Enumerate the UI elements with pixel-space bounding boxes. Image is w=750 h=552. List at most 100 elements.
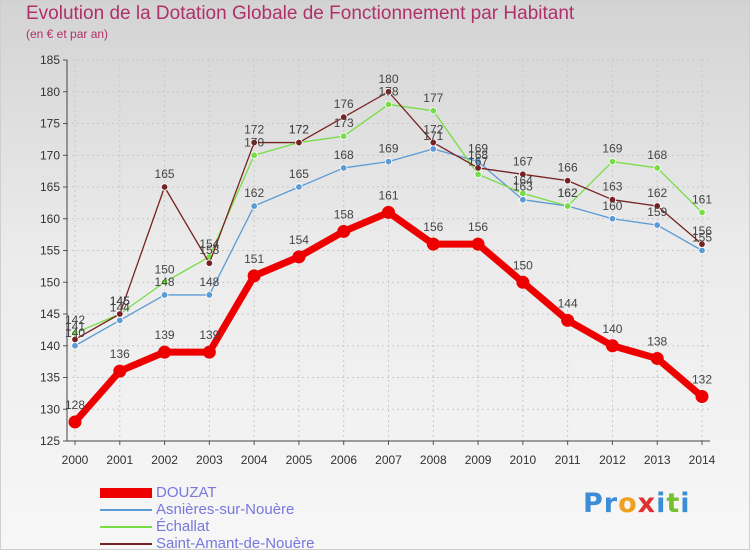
data-label: 156 <box>468 220 488 234</box>
data-label: 172 <box>289 123 309 137</box>
x-tick-label: 2008 <box>420 453 447 467</box>
data-label: 140 <box>602 322 622 336</box>
data-point-0 <box>561 313 575 327</box>
legend-swatch <box>100 508 152 511</box>
data-point-3 <box>653 202 661 210</box>
data-point-2 <box>384 100 393 109</box>
data-point-1 <box>295 183 303 191</box>
data-label: 167 <box>468 154 488 168</box>
data-point-1 <box>384 157 393 166</box>
x-tick-label: 2002 <box>151 453 178 467</box>
data-label: 176 <box>334 97 354 111</box>
data-point-0 <box>382 205 395 219</box>
legend-label: Saint-Amant-de-Nouère <box>156 535 315 552</box>
data-label: 172 <box>244 123 264 137</box>
data-label: 155 <box>692 231 712 245</box>
data-point-1 <box>250 202 258 210</box>
data-label: 163 <box>513 180 533 194</box>
legend: DOUZAT Asnières-sur-Nouère Échallat Saint-A… <box>100 484 400 552</box>
x-tick-label: 2007 <box>375 453 402 467</box>
data-label: 159 <box>647 205 667 219</box>
data-label: 138 <box>647 334 667 348</box>
data-label: 164 <box>513 173 533 187</box>
data-label: 165 <box>289 167 309 181</box>
data-label: 161 <box>692 192 712 206</box>
data-label: 144 <box>558 296 578 310</box>
data-point-1 <box>71 342 79 350</box>
data-point-0 <box>426 237 440 251</box>
data-point-3 <box>384 88 393 96</box>
data-point-2 <box>608 157 617 166</box>
data-label: 139 <box>155 328 175 342</box>
x-tick-label: 2003 <box>196 453 223 467</box>
chart-title: Evolution de la Dotation Globale de Fonc… <box>26 3 575 24</box>
data-label: 142 <box>65 313 85 327</box>
data-label: 128 <box>65 398 85 412</box>
data-label: 165 <box>155 167 175 181</box>
x-tick-label: 2013 <box>644 453 671 467</box>
y-tick-label: 185 <box>40 53 60 67</box>
data-label: 148 <box>155 275 175 289</box>
data-label: 150 <box>155 262 175 276</box>
data-label: 160 <box>602 199 622 213</box>
data-label: 172 <box>423 123 443 137</box>
y-tick-label: 135 <box>40 371 60 385</box>
data-point-1 <box>340 164 348 172</box>
legend-item: DOUZAT <box>100 484 400 501</box>
legend-item: Saint-Amant-de-Nouère <box>100 535 400 552</box>
y-tick-label: 180 <box>40 85 60 99</box>
data-label: 169 <box>468 142 488 156</box>
proxiti-logo: Proxiti <box>583 488 691 519</box>
data-label: 162 <box>244 186 264 200</box>
data-label: 178 <box>378 84 398 98</box>
legend-label: DOUZAT <box>156 484 217 501</box>
data-point-2 <box>698 208 706 217</box>
data-label: 145 <box>110 294 130 308</box>
y-tick-label: 175 <box>40 117 60 131</box>
data-label: 161 <box>378 188 398 202</box>
data-point-0 <box>471 237 485 251</box>
data-label: 162 <box>558 186 578 200</box>
data-point-3 <box>295 138 303 147</box>
data-point-1 <box>160 291 169 299</box>
data-label: 151 <box>244 252 264 266</box>
data-point-3 <box>340 113 348 121</box>
data-label: 154 <box>289 233 309 247</box>
data-point-1 <box>205 291 214 299</box>
data-point-2 <box>474 170 482 178</box>
x-tick-label: 2001 <box>106 453 133 467</box>
y-tick-label: 165 <box>40 180 60 194</box>
data-label: 169 <box>602 142 622 156</box>
data-label: 177 <box>423 91 443 105</box>
x-tick-label: 2010 <box>510 453 537 467</box>
data-point-3 <box>474 164 482 172</box>
x-tick-label: 2000 <box>62 453 89 467</box>
x-tick-label: 2005 <box>286 453 313 467</box>
data-point-0 <box>292 250 306 264</box>
data-label: 170 <box>244 135 264 149</box>
axes: 125 130 135 140 145 150 155 160 165 170 175 180 185 2… <box>40 53 716 467</box>
data-point-2 <box>429 107 437 115</box>
y-tick-label: 145 <box>40 307 60 321</box>
data-point-1 <box>429 145 437 153</box>
x-tick-label: 2004 <box>241 453 268 467</box>
data-point-1 <box>116 316 124 325</box>
data-point-0 <box>247 269 261 283</box>
data-point-3 <box>160 183 169 191</box>
legend-swatch <box>100 487 152 498</box>
data-label: 180 <box>378 72 398 86</box>
data-point-0 <box>113 364 127 378</box>
data-label: 168 <box>334 148 354 162</box>
x-tick-label: 2012 <box>599 453 626 467</box>
data-label: 167 <box>513 154 533 168</box>
data-label: 148 <box>199 275 219 289</box>
data-point-0 <box>605 339 619 353</box>
data-point-3 <box>71 335 79 344</box>
y-tick-label: 150 <box>40 275 60 289</box>
data-point-2 <box>250 151 258 159</box>
data-point-3 <box>608 195 617 204</box>
data-label: 132 <box>692 373 712 387</box>
x-tick-label: 2014 <box>689 453 716 467</box>
data-label: 168 <box>468 148 488 162</box>
